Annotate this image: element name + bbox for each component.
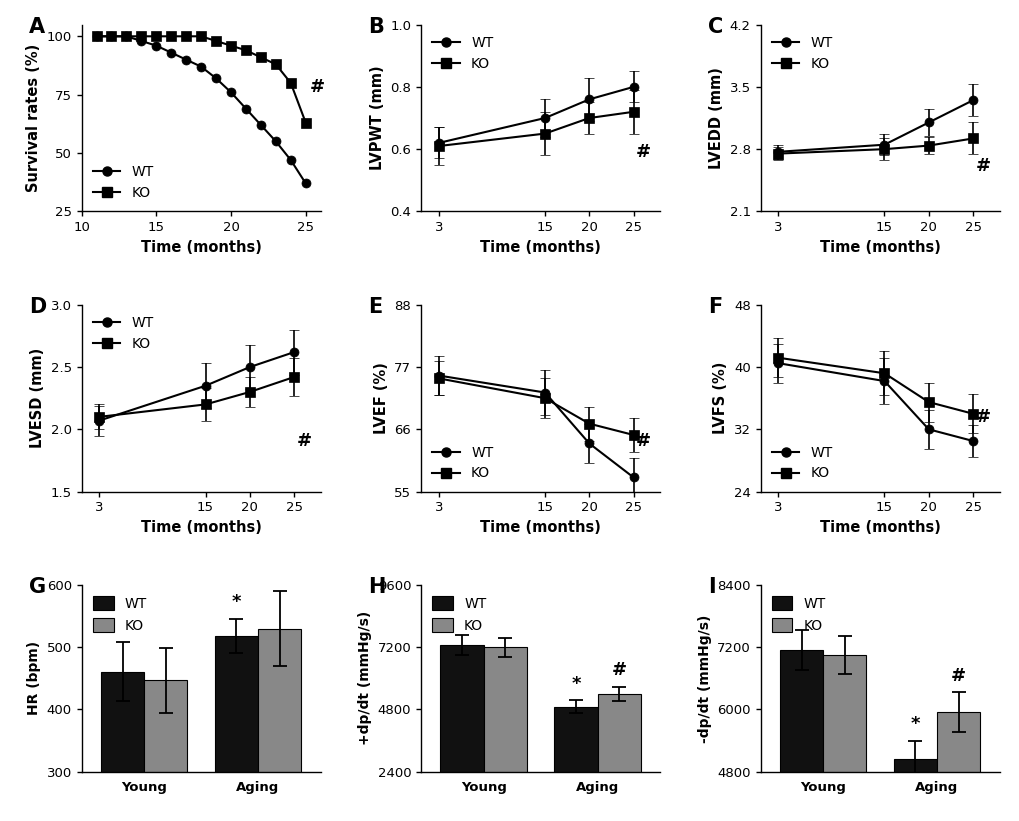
X-axis label: Time (months): Time (months) <box>819 520 940 534</box>
Text: #: # <box>636 143 651 161</box>
Bar <box>101 672 144 821</box>
Bar <box>597 694 640 821</box>
Text: #: # <box>950 667 965 685</box>
Text: *: * <box>571 675 580 693</box>
Text: *: * <box>231 593 240 611</box>
Text: #: # <box>636 433 651 450</box>
Legend: WT, KO: WT, KO <box>89 312 158 355</box>
Legend: WT, KO: WT, KO <box>428 442 497 484</box>
Y-axis label: LVFS (%): LVFS (%) <box>712 362 728 434</box>
Text: #: # <box>975 158 989 176</box>
Text: *: * <box>910 715 919 733</box>
Text: D: D <box>29 297 46 318</box>
Bar <box>144 681 187 821</box>
Bar <box>893 759 936 821</box>
Y-axis label: Survival rates (%): Survival rates (%) <box>26 44 41 192</box>
Legend: WT, KO: WT, KO <box>89 592 151 637</box>
Y-axis label: LVESD (mm): LVESD (mm) <box>31 348 45 448</box>
X-axis label: Time (months): Time (months) <box>819 240 940 255</box>
Text: #: # <box>611 661 626 679</box>
Y-axis label: LVEF (%): LVEF (%) <box>373 362 388 434</box>
Bar <box>936 712 979 821</box>
Legend: WT, KO: WT, KO <box>428 592 490 637</box>
Legend: WT, KO: WT, KO <box>766 31 837 75</box>
X-axis label: Time (months): Time (months) <box>480 520 600 534</box>
Bar <box>780 649 822 821</box>
Text: C: C <box>707 17 722 37</box>
Text: H: H <box>368 577 385 598</box>
Text: #: # <box>310 78 325 96</box>
Text: E: E <box>368 297 382 318</box>
Legend: WT, KO: WT, KO <box>766 592 829 637</box>
Text: #: # <box>297 432 312 450</box>
Bar <box>440 645 483 821</box>
X-axis label: Time (months): Time (months) <box>141 240 261 255</box>
Text: I: I <box>707 577 715 598</box>
Legend: WT, KO: WT, KO <box>428 31 497 75</box>
Legend: WT, KO: WT, KO <box>89 161 158 204</box>
Y-axis label: HR (bpm): HR (bpm) <box>28 641 41 715</box>
Text: G: G <box>29 577 46 598</box>
Text: B: B <box>368 17 384 37</box>
X-axis label: Time (months): Time (months) <box>141 520 261 534</box>
Text: #: # <box>975 407 989 425</box>
Bar <box>483 647 527 821</box>
Bar <box>258 629 301 821</box>
X-axis label: Time (months): Time (months) <box>480 240 600 255</box>
Bar <box>822 655 865 821</box>
Text: F: F <box>707 297 721 318</box>
Bar <box>553 707 597 821</box>
Bar <box>215 636 258 821</box>
Y-axis label: +dp/dt (mmHg/s): +dp/dt (mmHg/s) <box>358 611 372 745</box>
Y-axis label: LVEDD (mm): LVEDD (mm) <box>708 67 723 169</box>
Text: A: A <box>29 17 45 37</box>
Y-axis label: LVPWT (mm): LVPWT (mm) <box>370 66 384 170</box>
Y-axis label: -dp/dt (mmHg/s): -dp/dt (mmHg/s) <box>697 614 711 742</box>
Legend: WT, KO: WT, KO <box>766 442 837 484</box>
